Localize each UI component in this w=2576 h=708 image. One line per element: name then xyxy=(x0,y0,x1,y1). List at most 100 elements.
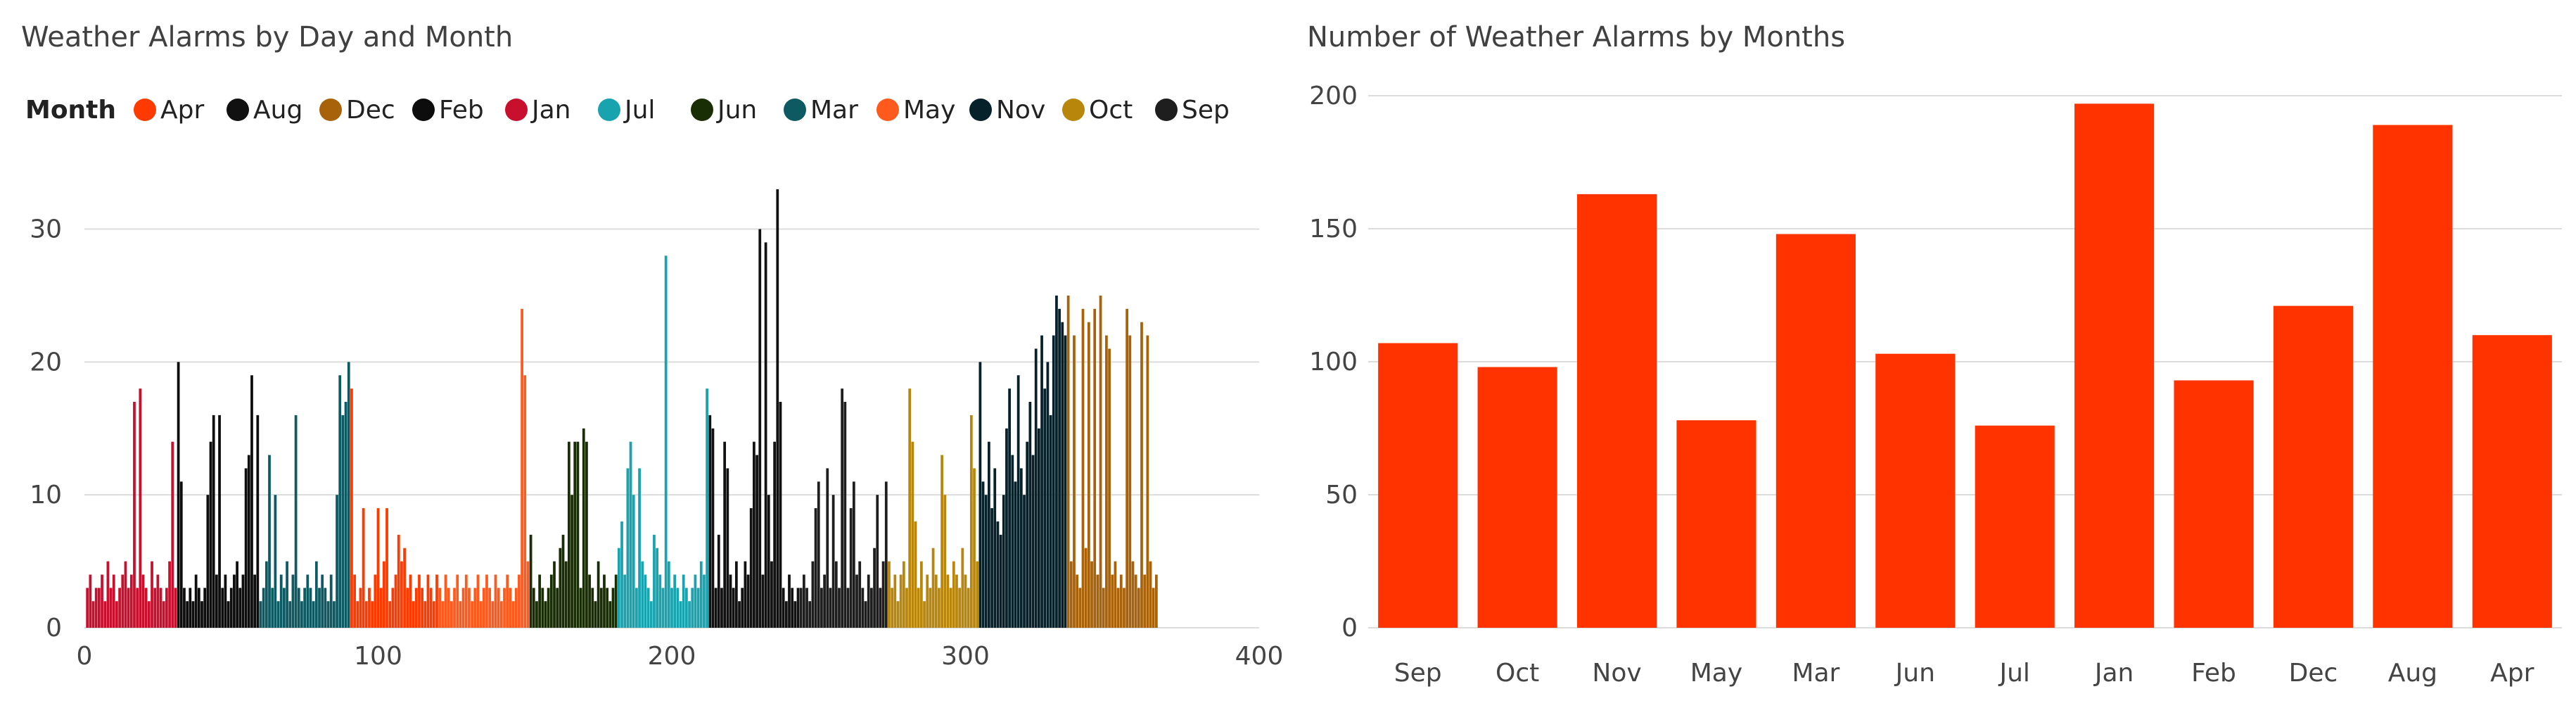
day-bar-mar[interactable] xyxy=(286,561,288,628)
day-bar-aug[interactable] xyxy=(711,428,715,628)
day-bar-feb[interactable] xyxy=(206,495,210,628)
day-bar-aug[interactable] xyxy=(734,561,738,628)
day-bar-jul[interactable] xyxy=(629,441,632,628)
day-bar-dec[interactable] xyxy=(1143,574,1147,628)
day-bar-sep[interactable] xyxy=(826,468,829,628)
day-bar-aug[interactable] xyxy=(732,588,735,628)
day-bar-may[interactable] xyxy=(506,574,509,628)
day-bar-mar[interactable] xyxy=(279,574,283,628)
day-bar-dec[interactable] xyxy=(1140,322,1143,628)
day-bar-jan[interactable] xyxy=(112,574,115,628)
day-bar-feb[interactable] xyxy=(179,481,183,628)
day-bar-jan[interactable] xyxy=(118,588,121,628)
day-bar-may[interactable] xyxy=(471,601,473,628)
day-bar-apr[interactable] xyxy=(353,574,356,628)
day-bar-aug[interactable] xyxy=(738,601,741,628)
day-bar-jul[interactable] xyxy=(670,588,673,628)
day-bar-aug[interactable] xyxy=(776,189,779,628)
day-bar-sep[interactable] xyxy=(867,574,870,628)
day-bar-aug[interactable] xyxy=(770,561,773,628)
day-bar-sep[interactable] xyxy=(858,561,862,628)
day-bar-apr[interactable] xyxy=(364,601,368,628)
day-bar-dec[interactable] xyxy=(1119,574,1123,628)
day-bar-jun[interactable] xyxy=(544,601,547,628)
day-bar-jun[interactable] xyxy=(576,441,580,628)
day-bar-feb[interactable] xyxy=(244,468,248,628)
day-bar-jul[interactable] xyxy=(661,588,665,628)
day-bar-aug[interactable] xyxy=(764,242,767,628)
day-bar-jun[interactable] xyxy=(611,588,615,628)
day-bar-sep[interactable] xyxy=(805,588,808,628)
day-bar-apr[interactable] xyxy=(409,574,412,628)
day-bar-sep[interactable] xyxy=(873,548,876,628)
day-bar-nov[interactable] xyxy=(1023,495,1026,628)
day-bar-apr[interactable] xyxy=(423,601,427,628)
day-bar-aug[interactable] xyxy=(788,574,791,628)
day-bar-oct[interactable] xyxy=(952,561,955,628)
day-bar-apr[interactable] xyxy=(382,561,385,628)
day-bar-oct[interactable] xyxy=(893,574,897,628)
month-bar-aug[interactable] xyxy=(2373,125,2453,628)
day-bar-apr[interactable] xyxy=(374,574,377,628)
day-bar-jul[interactable] xyxy=(664,255,668,628)
day-bar-aug[interactable] xyxy=(755,455,758,628)
day-bar-jun[interactable] xyxy=(553,561,556,628)
day-bar-jan[interactable] xyxy=(86,588,89,628)
day-bar-aug[interactable] xyxy=(741,588,744,628)
day-bar-jul[interactable] xyxy=(676,588,680,628)
day-bar-nov[interactable] xyxy=(1064,335,1067,628)
day-bar-may[interactable] xyxy=(485,574,488,628)
day-bar-jan[interactable] xyxy=(151,561,153,628)
month-bar-feb[interactable] xyxy=(2174,380,2254,628)
day-bar-oct[interactable] xyxy=(969,415,973,628)
day-bar-jan[interactable] xyxy=(153,588,157,628)
day-bar-oct[interactable] xyxy=(926,574,929,628)
day-bar-oct[interactable] xyxy=(961,548,964,628)
day-bar-sep[interactable] xyxy=(838,588,841,628)
day-bar-dec[interactable] xyxy=(1114,561,1117,628)
day-bar-may[interactable] xyxy=(459,601,462,628)
day-bar-feb[interactable] xyxy=(236,561,238,628)
day-bar-oct[interactable] xyxy=(911,441,914,628)
day-bar-jun[interactable] xyxy=(599,588,603,628)
day-bar-sep[interactable] xyxy=(831,495,835,628)
day-bar-sep[interactable] xyxy=(861,588,865,628)
day-bar-nov[interactable] xyxy=(1049,415,1052,628)
day-bar-feb[interactable] xyxy=(191,601,195,628)
day-bar-sep[interactable] xyxy=(811,561,815,628)
day-bar-jan[interactable] xyxy=(91,601,95,628)
day-bar-apr[interactable] xyxy=(350,388,353,628)
day-bar-feb[interactable] xyxy=(209,441,212,628)
day-bar-oct[interactable] xyxy=(917,588,920,628)
day-bar-oct[interactable] xyxy=(896,601,900,628)
day-bar-jul[interactable] xyxy=(699,561,703,628)
day-bar-apr[interactable] xyxy=(421,588,424,628)
day-bar-jun[interactable] xyxy=(591,588,594,628)
day-bar-nov[interactable] xyxy=(1005,428,1008,628)
day-bar-jun[interactable] xyxy=(579,588,582,628)
day-bar-jan[interactable] xyxy=(94,588,98,628)
day-bar-oct[interactable] xyxy=(905,588,908,628)
day-bar-jan[interactable] xyxy=(139,388,142,628)
day-bar-jun[interactable] xyxy=(549,574,553,628)
day-bar-may[interactable] xyxy=(521,308,523,628)
day-bar-mar[interactable] xyxy=(297,588,300,628)
day-bar-sep[interactable] xyxy=(802,574,805,628)
day-bar-jan[interactable] xyxy=(115,601,118,628)
day-bar-aug[interactable] xyxy=(714,588,718,628)
day-bar-mar[interactable] xyxy=(338,375,342,628)
day-bar-jul[interactable] xyxy=(694,574,697,628)
day-bar-feb[interactable] xyxy=(186,601,189,628)
day-bar-jan[interactable] xyxy=(101,574,103,628)
day-bar-nov[interactable] xyxy=(1031,455,1035,628)
day-bar-aug[interactable] xyxy=(793,601,797,628)
day-bar-apr[interactable] xyxy=(406,588,409,628)
day-bar-jun[interactable] xyxy=(547,588,550,628)
day-bar-jun[interactable] xyxy=(567,441,570,628)
day-bar-nov[interactable] xyxy=(1061,322,1064,628)
day-bar-sep[interactable] xyxy=(843,402,847,628)
day-bar-jun[interactable] xyxy=(541,588,544,628)
day-bar-sep[interactable] xyxy=(884,481,888,628)
day-bar-mar[interactable] xyxy=(264,561,268,628)
day-bar-jun[interactable] xyxy=(608,601,612,628)
